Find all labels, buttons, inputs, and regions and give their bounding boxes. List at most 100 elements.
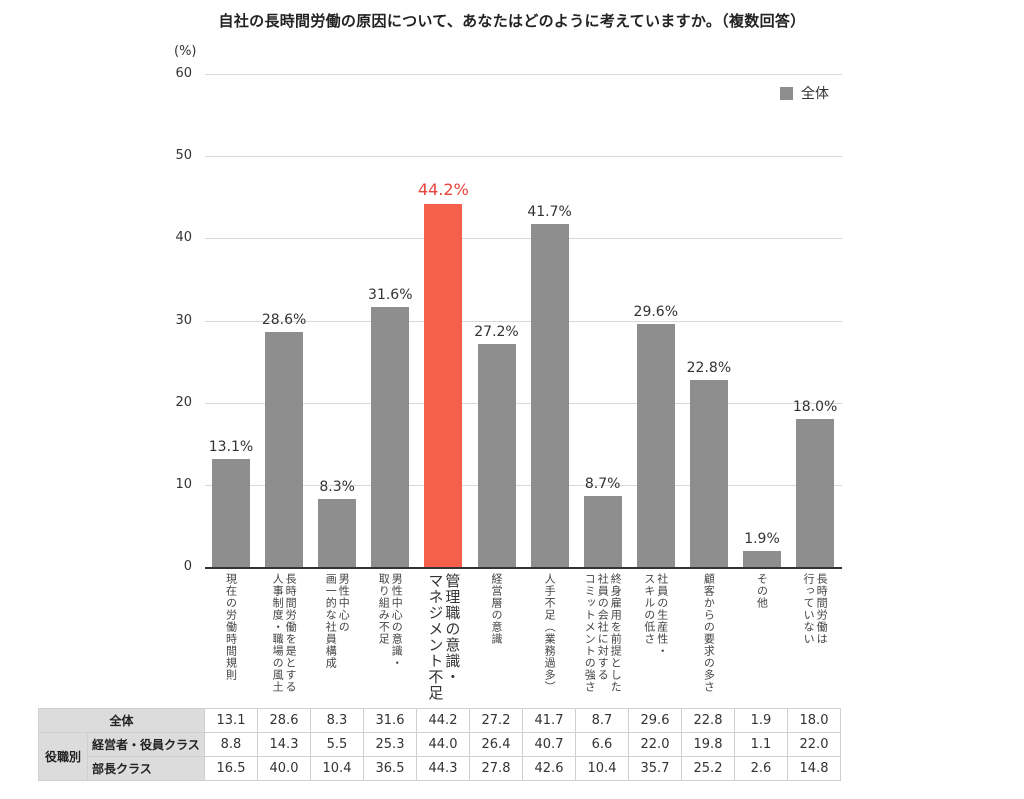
table-cell: 1.9 <box>734 708 788 733</box>
gridline <box>205 74 842 75</box>
category-label-line: 男性中心の意識・ <box>390 573 404 669</box>
plot-area: 13.1% 28.6% 8.3% 31.6% 44.2% 27.2% 41.7% 8.7% 29… <box>205 74 842 569</box>
table-cell: 22.0 <box>628 732 682 757</box>
bar <box>477 343 516 567</box>
category-label-line: マネジメント不足 <box>426 573 445 701</box>
category-label: 終身雇用を前提とした 社員の会社に対する コミットメントの強さ <box>583 573 622 693</box>
row-header: 経営者・役員クラス <box>87 732 205 757</box>
category-label-line: 現在の労働時間規則 <box>224 573 238 681</box>
table-cell: 44.2 <box>416 708 470 733</box>
category-label: その他 <box>756 573 769 609</box>
bar-value-label: 13.1% <box>208 439 254 456</box>
bar-value-label: 1.9% <box>744 531 780 548</box>
bar-highlighted <box>424 203 463 567</box>
table-cell: 25.3 <box>363 732 417 757</box>
bar <box>265 332 304 567</box>
table-cell: 13.1 <box>204 708 258 733</box>
table-cell: 18.0 <box>787 708 841 733</box>
table-cell: 27.2 <box>469 708 523 733</box>
bar <box>371 307 410 567</box>
gridline <box>205 156 842 158</box>
category-label-line: 行っていない <box>802 573 816 645</box>
table-cell: 44.0 <box>416 732 470 757</box>
bar-value-label: 44.2% <box>417 179 469 199</box>
category-label: 男性中心の 画一的な社員構成 <box>324 573 350 669</box>
table-cell: 27.8 <box>469 756 523 781</box>
category-label: 経営層の意識 <box>490 573 503 645</box>
y-tick-label: 20 <box>175 394 192 410</box>
table-cell: 14.3 <box>257 732 311 757</box>
table-cell: 42.6 <box>522 756 576 781</box>
category-label-line: 長時間労働を是とする <box>284 573 298 693</box>
category-label: 長時間労働を是とする 人事制度・職場の風土 <box>271 573 297 693</box>
category-label-line: 男性中心の <box>337 573 351 633</box>
table-cell: 19.8 <box>681 732 735 757</box>
bar <box>212 459 250 567</box>
legend: 全体 <box>780 83 829 103</box>
gridline <box>205 484 842 486</box>
category-label-line: その他 <box>755 573 769 609</box>
bar <box>743 551 781 567</box>
row-header: 全体 <box>38 708 205 733</box>
table-cell: 41.7 <box>522 708 576 733</box>
category-label: 社員の生産性・ スキルの低さ <box>643 573 669 657</box>
legend-swatch-icon <box>780 86 793 100</box>
table-cell: 5.5 <box>310 732 364 757</box>
y-tick-label: 40 <box>175 230 192 246</box>
bar-value-label: 27.2% <box>474 323 519 340</box>
bar <box>318 498 357 567</box>
table-cell: 8.3 <box>310 708 364 733</box>
y-tick-label: 30 <box>175 312 192 328</box>
bar <box>636 323 675 567</box>
gridline <box>205 320 842 322</box>
table-cell: 26.4 <box>469 732 523 757</box>
category-label: 男性中心の意識・ 取り組み不足 <box>377 573 403 669</box>
table-cell: 25.2 <box>681 756 735 781</box>
category-label-line: 取り組み不足 <box>377 573 391 645</box>
y-tick-label: 0 <box>183 559 192 574</box>
table-cell: 2.6 <box>734 756 788 781</box>
table-cell: 36.5 <box>363 756 417 781</box>
category-label-line: 経営層の意識 <box>490 573 503 645</box>
table-cell: 8.7 <box>575 708 629 733</box>
category-label-line: 管理職の意識・ <box>443 573 462 685</box>
data-table: 全体 13.1 28.6 8.3 31.6 44.2 27.2 41.7 8.7 29.6 22.8… <box>38 708 841 781</box>
table-cell: 40.7 <box>522 732 576 757</box>
bar-value-label: 8.7% <box>584 475 621 492</box>
group-header: 役職別 <box>38 732 88 781</box>
x-axis-baseline <box>205 567 842 569</box>
table-cell: 10.4 <box>575 756 629 781</box>
category-label-line: 社員の生産性・ <box>655 573 669 657</box>
table-cell: 28.6 <box>257 708 311 733</box>
category-label-line: 終身雇用を前提とした <box>609 573 623 693</box>
table-cell: 16.5 <box>204 756 258 781</box>
bar <box>796 419 835 567</box>
table-cell: 6.6 <box>575 732 629 757</box>
table-cell: 22.8 <box>681 708 735 733</box>
row-header: 部長クラス <box>87 756 205 781</box>
category-label-line: 顧客からの要求の多さ <box>702 573 716 693</box>
category-label-line: 人手不足（業務過多） <box>543 573 557 693</box>
category-label: 長時間労働は 行っていない <box>802 573 828 645</box>
category-label-line: 人事制度・職場の風土 <box>271 573 285 693</box>
table-cell: 1.1 <box>734 732 788 757</box>
bar <box>583 495 622 567</box>
gridline <box>205 402 842 404</box>
category-label-line: スキルの低さ <box>642 573 656 645</box>
bar-value-label: 22.8% <box>686 359 732 376</box>
category-label: 現在の労働時間規則 <box>225 573 238 681</box>
bar-value-label: 29.6% <box>633 303 679 320</box>
category-label-line: 長時間労働は <box>815 573 829 645</box>
table-cell: 14.8 <box>787 756 841 781</box>
y-tick-label: 60 <box>175 66 192 81</box>
chart-title: 自社の長時間労働の原因について、あなたはどのように考えていますか。（複数回答） <box>218 12 806 30</box>
legend-label: 全体 <box>801 86 829 102</box>
table-cell: 29.6 <box>628 708 682 733</box>
category-label: 管理職の意識・ マネジメント不足 <box>426 573 462 701</box>
bar-value-label: 31.6% <box>368 287 413 304</box>
category-label: 顧客からの要求の多さ <box>702 573 715 693</box>
table-cell: 35.7 <box>628 756 682 781</box>
table-cell: 31.6 <box>363 708 417 733</box>
table-row: 全体 13.1 28.6 8.3 31.6 44.2 27.2 41.7 8.7 29.6 22.8… <box>38 708 841 733</box>
table-row: 部長クラス 16.5 40.0 10.4 36.5 44.3 27.8 42.6 10.4 35.… <box>39 756 841 781</box>
